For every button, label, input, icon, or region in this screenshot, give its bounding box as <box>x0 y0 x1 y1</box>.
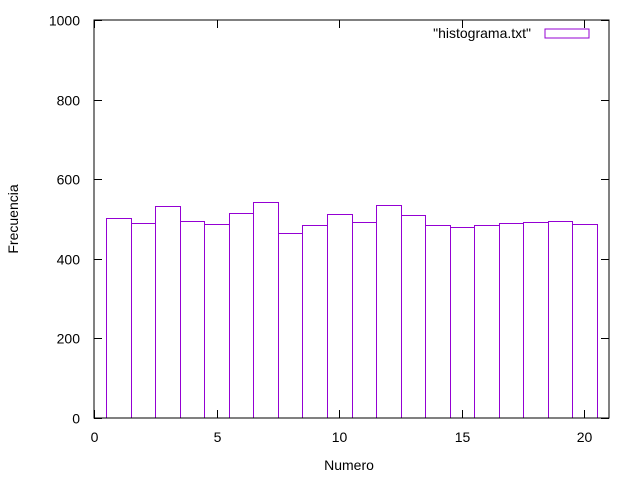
x-tick-label: 5 <box>214 429 222 445</box>
histogram-bar <box>548 221 573 419</box>
legend-swatch <box>544 28 590 39</box>
y-tick-label: 400 <box>57 252 81 268</box>
histogram-bar <box>180 221 205 419</box>
histogram-bar <box>523 222 549 419</box>
y-tick-label: 600 <box>57 172 81 188</box>
histogram-bar <box>204 224 230 419</box>
y-axis-label: Frecuencia <box>5 184 21 253</box>
histogram-bar <box>278 233 303 419</box>
x-tick-label: 15 <box>455 429 471 445</box>
y-tick-label: 0 <box>72 411 80 427</box>
y-tick-label: 200 <box>57 331 81 347</box>
histogram-bar <box>572 224 598 419</box>
histogram-bar <box>327 214 353 419</box>
histogram-bar <box>352 222 377 419</box>
histogram-bar <box>155 206 181 419</box>
histogram-bar <box>425 225 451 419</box>
ticks-layer: 0 200 400 600 800 1000 0 5 10 15 20 <box>49 13 609 445</box>
x-tick-label: 0 <box>91 429 99 445</box>
histogram-bar <box>499 223 524 419</box>
histogram-bar <box>401 215 426 419</box>
x-tick-label: 20 <box>577 429 593 445</box>
histogram-bar <box>131 223 156 419</box>
histogram-bar <box>474 225 500 419</box>
histogram-bar <box>106 218 132 419</box>
histogram-bar <box>253 202 279 419</box>
bars-layer <box>106 202 598 419</box>
legend-label: "histograma.txt" <box>433 25 531 41</box>
legend: "histograma.txt" <box>433 25 590 41</box>
histogram-bar <box>229 213 254 419</box>
histogram-bar <box>450 227 475 419</box>
plot-frame <box>93 19 610 419</box>
x-tick-label: 10 <box>332 429 348 445</box>
x-axis-label: Numero <box>324 457 374 473</box>
y-tick-label: 1000 <box>49 13 80 29</box>
histogram-bar <box>376 205 402 419</box>
histogram-bar <box>302 225 328 419</box>
y-tick-label: 800 <box>57 93 81 109</box>
